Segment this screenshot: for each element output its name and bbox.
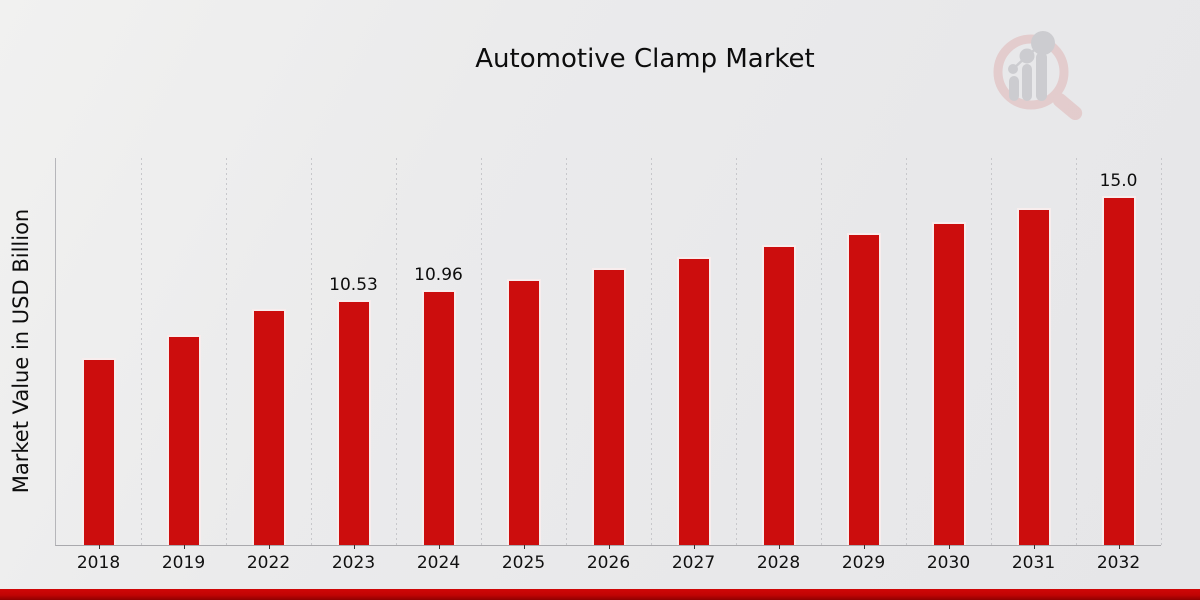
gridline bbox=[905, 158, 907, 545]
x-tick bbox=[353, 545, 355, 549]
x-tick bbox=[608, 545, 610, 549]
gridline bbox=[1075, 158, 1077, 545]
bar-value-label: 15.0 bbox=[1099, 171, 1138, 191]
gridline bbox=[650, 158, 652, 545]
gridline bbox=[565, 158, 567, 545]
magnifier-bar-chart-icon bbox=[993, 31, 1083, 120]
x-tick-label: 2022 bbox=[246, 553, 291, 573]
gridline bbox=[395, 158, 397, 545]
bar bbox=[166, 335, 201, 545]
gridline bbox=[310, 158, 312, 545]
bar bbox=[846, 233, 881, 545]
bar-value-label: 10.53 bbox=[329, 275, 378, 295]
x-tick-label: 2018 bbox=[76, 553, 121, 573]
x-tick-label: 2029 bbox=[841, 553, 886, 573]
x-tick bbox=[523, 545, 525, 549]
x-tick-label: 2030 bbox=[926, 553, 971, 573]
gridline bbox=[820, 158, 822, 545]
footer-accent-band bbox=[0, 589, 1200, 600]
x-tick-label: 2025 bbox=[501, 553, 546, 573]
bar bbox=[931, 222, 966, 545]
x-tick bbox=[778, 545, 780, 549]
x-tick-label: 2027 bbox=[671, 553, 716, 573]
x-tick-label: 2023 bbox=[331, 553, 376, 573]
x-tick bbox=[693, 545, 695, 549]
bar bbox=[1101, 196, 1136, 545]
x-tick bbox=[1033, 545, 1035, 549]
x-tick-label: 2024 bbox=[416, 553, 461, 573]
mrfr-logo-watermark bbox=[993, 31, 1083, 120]
x-tick-label: 2028 bbox=[756, 553, 801, 573]
x-tick bbox=[98, 545, 100, 549]
plot-area: 2018 2019 2022 10.53 2023 10.96 2024 2025 2026 20… bbox=[55, 158, 1162, 573]
bar bbox=[591, 268, 626, 545]
bar bbox=[81, 358, 116, 545]
x-tick-label: 2031 bbox=[1011, 553, 1056, 573]
x-tick bbox=[1118, 545, 1120, 549]
x-tick-label: 2026 bbox=[586, 553, 631, 573]
y-axis-label: Market Value in USD Billion bbox=[9, 208, 33, 494]
x-tick bbox=[948, 545, 950, 549]
x-tick bbox=[183, 545, 185, 549]
bar bbox=[761, 245, 796, 545]
gridline bbox=[480, 158, 482, 545]
bar-value-label: 10.96 bbox=[414, 265, 463, 285]
x-tick bbox=[438, 545, 440, 549]
bar bbox=[336, 300, 371, 545]
x-tick bbox=[863, 545, 865, 549]
bar bbox=[676, 257, 711, 545]
gridline bbox=[990, 158, 992, 545]
x-tick-label: 2019 bbox=[161, 553, 206, 573]
x-tick bbox=[268, 545, 270, 549]
bar bbox=[421, 290, 456, 545]
chart-title: Automotive Clamp Market bbox=[475, 44, 815, 74]
bar bbox=[1016, 208, 1051, 545]
bar bbox=[251, 309, 286, 545]
gridline bbox=[140, 158, 142, 545]
gridline bbox=[225, 158, 227, 545]
x-tick-label: 2032 bbox=[1096, 553, 1141, 573]
gridline bbox=[1160, 158, 1162, 545]
bar bbox=[506, 279, 541, 545]
gridline bbox=[735, 158, 737, 545]
